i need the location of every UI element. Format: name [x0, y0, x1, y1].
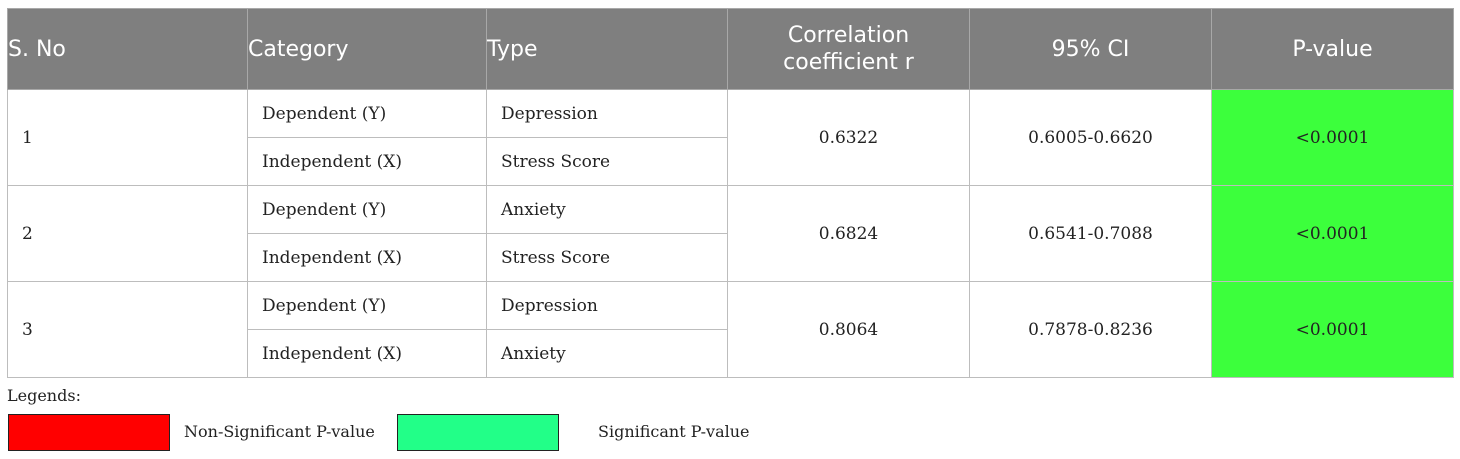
category-cell: Dependent (Y)	[247, 89, 487, 138]
table-row: Independent (X) Anxiety	[8, 329, 1454, 378]
type-cell: Anxiety	[486, 329, 728, 378]
header-type: Type	[486, 8, 728, 90]
pvalue-cell: <0.0001	[1211, 185, 1454, 282]
sno-cell: 1	[7, 89, 248, 186]
type-cell: Depression	[486, 89, 728, 138]
pvalue-cell: <0.0001	[1211, 89, 1454, 186]
table-row: 2 Dependent (Y) Anxiety 0.6824 0.6541-0.…	[7, 185, 1454, 282]
type-cell: Stress Score	[486, 137, 728, 186]
type-cell: Anxiety	[486, 185, 728, 234]
pvalue-cell: <0.0001	[1211, 281, 1454, 378]
category-cell: Dependent (Y)	[247, 185, 487, 234]
legend-swatch-significant	[397, 414, 559, 451]
table-row: Independent (X) Stress Score	[8, 233, 1454, 282]
legend-swatch-non-significant	[8, 414, 170, 451]
header-sno: S. No	[7, 8, 248, 90]
table-header-row: S. No Category Type Correlation coeffici…	[7, 8, 1454, 90]
ci-cell: 0.7878-0.8236	[969, 281, 1212, 378]
correlation-cell: 0.6322	[727, 89, 970, 186]
ci-cell: 0.6005-0.6620	[969, 89, 1212, 186]
legend-label-non-significant: Non-Significant P-value	[184, 422, 375, 441]
correlation-cell: 0.8064	[727, 281, 970, 378]
table-row: 3 Dependent (Y) Depression 0.8064 0.7878…	[7, 281, 1454, 378]
legend-title: Legends:	[7, 386, 81, 405]
category-cell: Dependent (Y)	[247, 281, 487, 330]
category-cell: Independent (X)	[247, 329, 487, 378]
table-row: 1 Dependent (Y) Depression 0.6322 0.6005…	[7, 89, 1454, 186]
ci-cell: 0.6541-0.7088	[969, 185, 1212, 282]
header-ci: 95% CI	[969, 8, 1212, 90]
correlation-table: S. No Category Type Correlation coeffici…	[7, 8, 1454, 378]
type-cell: Depression	[486, 281, 728, 330]
results-table-container: S. No Category Type Correlation coeffici…	[7, 8, 1454, 378]
type-cell: Stress Score	[486, 233, 728, 282]
header-pvalue: P-value	[1211, 8, 1454, 90]
table-row: Independent (X) Stress Score	[8, 137, 1454, 186]
sno-cell: 2	[7, 185, 248, 282]
legend-label-significant: Significant P-value	[598, 422, 750, 441]
sno-cell: 3	[7, 281, 248, 378]
category-cell: Independent (X)	[247, 137, 487, 186]
header-correlation: Correlation coefficient r	[727, 8, 970, 90]
header-category: Category	[247, 8, 487, 90]
category-cell: Independent (X)	[247, 233, 487, 282]
correlation-cell: 0.6824	[727, 185, 970, 282]
